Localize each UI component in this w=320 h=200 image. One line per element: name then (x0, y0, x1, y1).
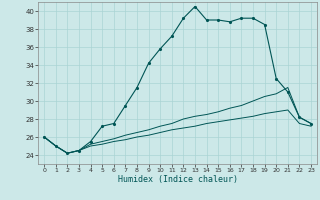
X-axis label: Humidex (Indice chaleur): Humidex (Indice chaleur) (118, 175, 238, 184)
